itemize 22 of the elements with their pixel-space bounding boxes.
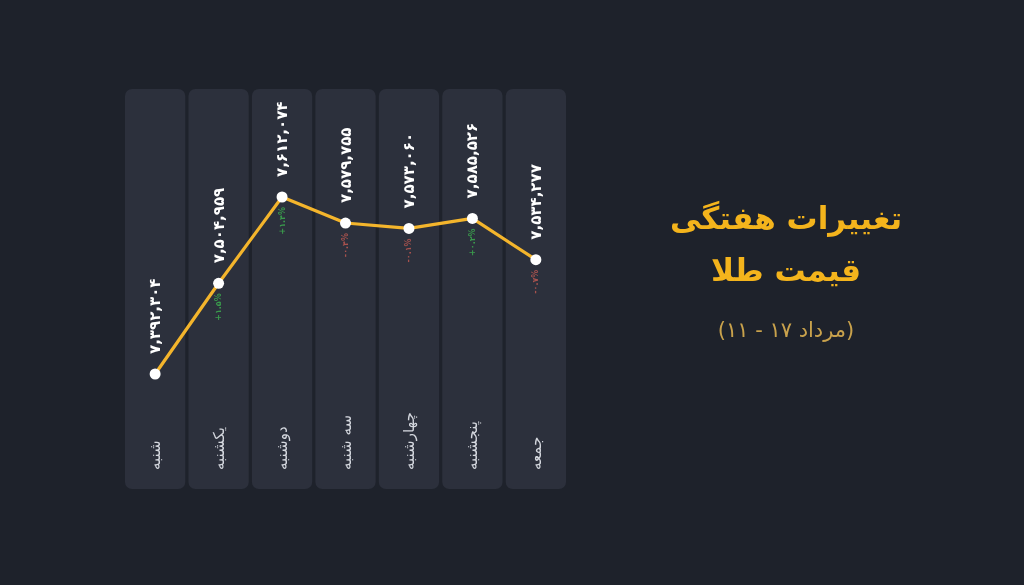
x-tick-label: دوشنبه: [273, 426, 292, 470]
x-tick-label: شنبه: [146, 440, 165, 470]
data-label: ۷,۵۰۴,۹۵۹: [209, 187, 228, 264]
text: (۱۱ - ۱۷ مرداد): [717, 318, 855, 342]
data-label: ۷,۵۷۹,۷۵۵: [336, 127, 355, 204]
x-tick-label: سه شنبه: [336, 414, 355, 470]
annotation: +۰.۲%: [467, 228, 477, 256]
data-label: ۷,۶۱۲,۰۷۴: [273, 101, 292, 177]
text: تغییرات هفتگی قیمت طلا: [669, 200, 903, 288]
x-tick-label: چهارشنبه: [399, 412, 418, 470]
data-label: ۷,۳۹۲,۳۰۴: [146, 278, 165, 354]
annotation: -۰.۴%: [341, 233, 350, 258]
x-tick-label: یکشنبه: [209, 427, 228, 470]
annotation: +۱.۵%: [214, 293, 224, 321]
x-tick-label: پنجشنبه: [463, 421, 483, 470]
annotation: -۰.۷%: [531, 269, 541, 294]
data-label: ۷,۵۳۴,۲۷۷: [526, 164, 545, 240]
x-tick-label: جمعه: [526, 436, 545, 470]
data-label: ۷,۵۸۵,۵۲۶: [463, 122, 482, 199]
data-label: ۷,۵۷۳,۰۶۰: [399, 132, 418, 209]
annotation: +۱.۴%: [277, 207, 287, 235]
annotation: -۰.۱%: [404, 238, 414, 263]
